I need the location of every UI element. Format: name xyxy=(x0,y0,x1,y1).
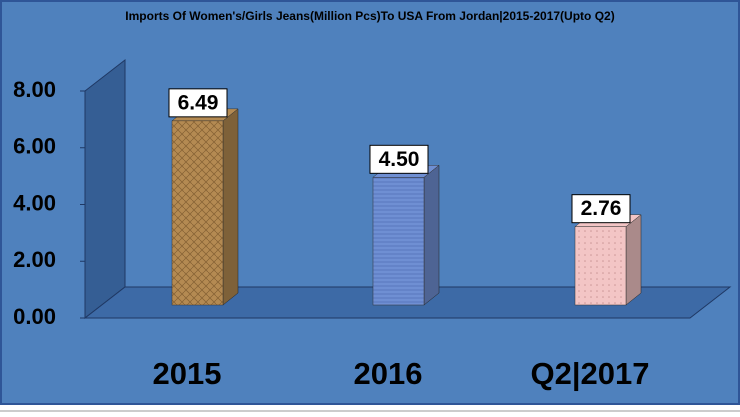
y-tick-label: 0.00 xyxy=(13,304,56,329)
bar-texture xyxy=(373,177,424,305)
y-tick-label: 6.00 xyxy=(13,134,56,159)
value-label-box xyxy=(168,88,228,118)
bar-side xyxy=(423,164,440,306)
frame xyxy=(0,0,740,405)
value-label: 2.76 xyxy=(581,197,622,220)
x-tick-label: 2016 xyxy=(354,356,423,391)
bar-side xyxy=(222,108,239,306)
bar-texture xyxy=(172,120,223,305)
x-tick-label: Q2|2017 xyxy=(531,356,650,391)
y-tick-label: 8.00 xyxy=(13,77,56,102)
chart-title: Imports Of Women's/Girls Jeans(Million P… xyxy=(125,9,614,23)
left-wall xyxy=(84,58,126,320)
value-label: 4.50 xyxy=(379,148,420,171)
bar-side xyxy=(625,214,642,306)
y-tick-label: 4.00 xyxy=(13,190,56,215)
value-label-box xyxy=(571,194,631,224)
value-label: 6.49 xyxy=(178,91,219,114)
x-tick-label: 2015 xyxy=(153,356,222,391)
y-tick-label: 2.00 xyxy=(13,247,56,272)
bar-texture xyxy=(575,226,626,305)
value-label-box xyxy=(369,144,429,174)
